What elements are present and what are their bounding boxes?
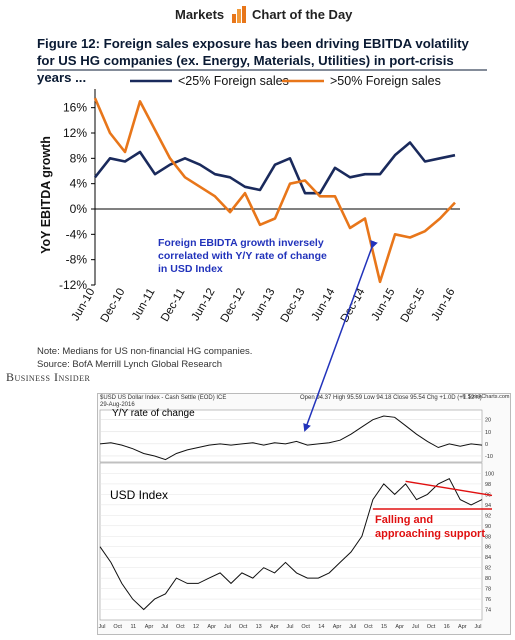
chart-of-the-day-logo-icon <box>232 6 246 23</box>
usd-panel <box>99 462 483 621</box>
y-tick-label: 8% <box>70 151 88 165</box>
figure-note: Note: Medians for US non-financial HG co… <box>37 346 253 357</box>
figure-title: Figure 12: Foreign sales exposure has be… <box>37 36 469 85</box>
usd-x-tick-label: 12 <box>193 624 199 630</box>
usd-x-tick-label: Jul <box>412 624 419 630</box>
usd-x-tick-label: Oct <box>301 624 310 630</box>
usd-x-tick-label: 16 <box>444 624 450 630</box>
usd-x-tick-label: 15 <box>381 624 387 630</box>
usd-tick-label: 90 <box>485 524 491 530</box>
usd-panel-label: USD Index <box>110 488 169 502</box>
usd-tick-label: 80 <box>485 576 491 582</box>
yy-series-line <box>99 415 483 461</box>
usd-tick-label: 74 <box>485 608 491 614</box>
usd-tick-label: 100 <box>485 471 494 477</box>
usd-chart-title: $USD US Dollar Index - Cash Settle (EOD)… <box>100 395 227 401</box>
usd-x-tick-label: Oct <box>427 624 436 630</box>
correlation-annotation: Foreign EBIDTA growth inversely correlat… <box>158 237 327 275</box>
yy-tick-label: 10 <box>485 430 491 436</box>
y-tick-label: -4% <box>66 227 88 241</box>
yy-tick-label: 0 <box>485 442 488 448</box>
y-axis-label: YoY EBITDA growth <box>39 136 53 254</box>
usd-series-line <box>99 478 483 611</box>
yy-panel-label: Y/Y rate of change <box>112 408 195 419</box>
usd-x-tick-label: Oct <box>176 624 185 630</box>
markets-label[interactable]: Markets <box>175 7 225 22</box>
usd-x-tick-label: 13 <box>256 624 262 630</box>
chart-of-the-day-label[interactable]: Chart of the Day <box>252 7 353 22</box>
usd-chart-date: 29-Aug-2016 <box>100 402 135 408</box>
usd-tick-label: 94 <box>485 503 491 509</box>
figure-source: Source: BofA Merrill Lynch Global Resear… <box>37 359 222 370</box>
usd-x-tick-label: Jul <box>474 624 481 630</box>
usd-tick-label: 78 <box>485 587 491 593</box>
usd-chart-site: © StockCharts.com <box>462 394 510 400</box>
y-tick-label: 0% <box>70 202 88 216</box>
usd-x-tick-label: Apr <box>207 624 216 630</box>
usd-x-tick-label: Jul <box>224 624 231 630</box>
usd-x-tick-label: Oct <box>239 624 248 630</box>
usd-tick-label: 82 <box>485 566 491 572</box>
series-line-high-foreign <box>93 97 456 284</box>
usd-x-tick-label: Apr <box>333 624 342 630</box>
usd-x-tick-label: Jul <box>98 624 105 630</box>
usd-x-tick-label: 11 <box>130 624 136 630</box>
business-insider-logo: Business Insider <box>6 370 91 384</box>
usd-x-tick-label: Jul <box>286 624 293 630</box>
usd-x-tick-label: Jul <box>161 624 168 630</box>
usd-x-tick-label: Apr <box>270 624 279 630</box>
resistance-trendline <box>405 480 493 497</box>
usd-tick-label: 88 <box>485 534 491 540</box>
usd-tick-label: 86 <box>485 545 491 551</box>
y-tick-label: -8% <box>66 253 88 267</box>
y-tick-label: 16% <box>63 101 87 115</box>
usd-chart-readout: Open 94.37 High 95.59 Low 94.18 Close 95… <box>300 395 482 401</box>
usd-tick-label: 98 <box>485 482 491 488</box>
series-line-low-foreign <box>93 141 456 195</box>
yy-tick-label: 20 <box>485 418 491 424</box>
y-tick-label: 12% <box>63 126 87 140</box>
yy-tick-label: -10 <box>485 454 493 460</box>
y-tick-label: 4% <box>70 177 88 191</box>
usd-x-tick-label: Apr <box>395 624 404 630</box>
legend-label: >50% Foreign sales <box>330 74 441 88</box>
usd-x-tick-label: Oct <box>364 624 373 630</box>
usd-x-tick-label: Jul <box>349 624 356 630</box>
usd-tick-label: 92 <box>485 513 491 519</box>
usd-x-tick-label: Apr <box>458 624 467 630</box>
legend-label: <25% Foreign sales <box>178 74 289 88</box>
usd-x-tick-label: Oct <box>113 624 122 630</box>
header-bar: Markets Chart of the Day <box>0 0 515 30</box>
y-tick-label: -12% <box>59 278 87 292</box>
usd-x-tick-label: 14 <box>318 624 324 630</box>
falling-support-annotation: Falling and approaching support <box>375 514 485 540</box>
usd-tick-label: 76 <box>485 597 491 603</box>
usd-x-tick-label: Apr <box>145 624 154 630</box>
usd-tick-label: 84 <box>485 555 491 561</box>
